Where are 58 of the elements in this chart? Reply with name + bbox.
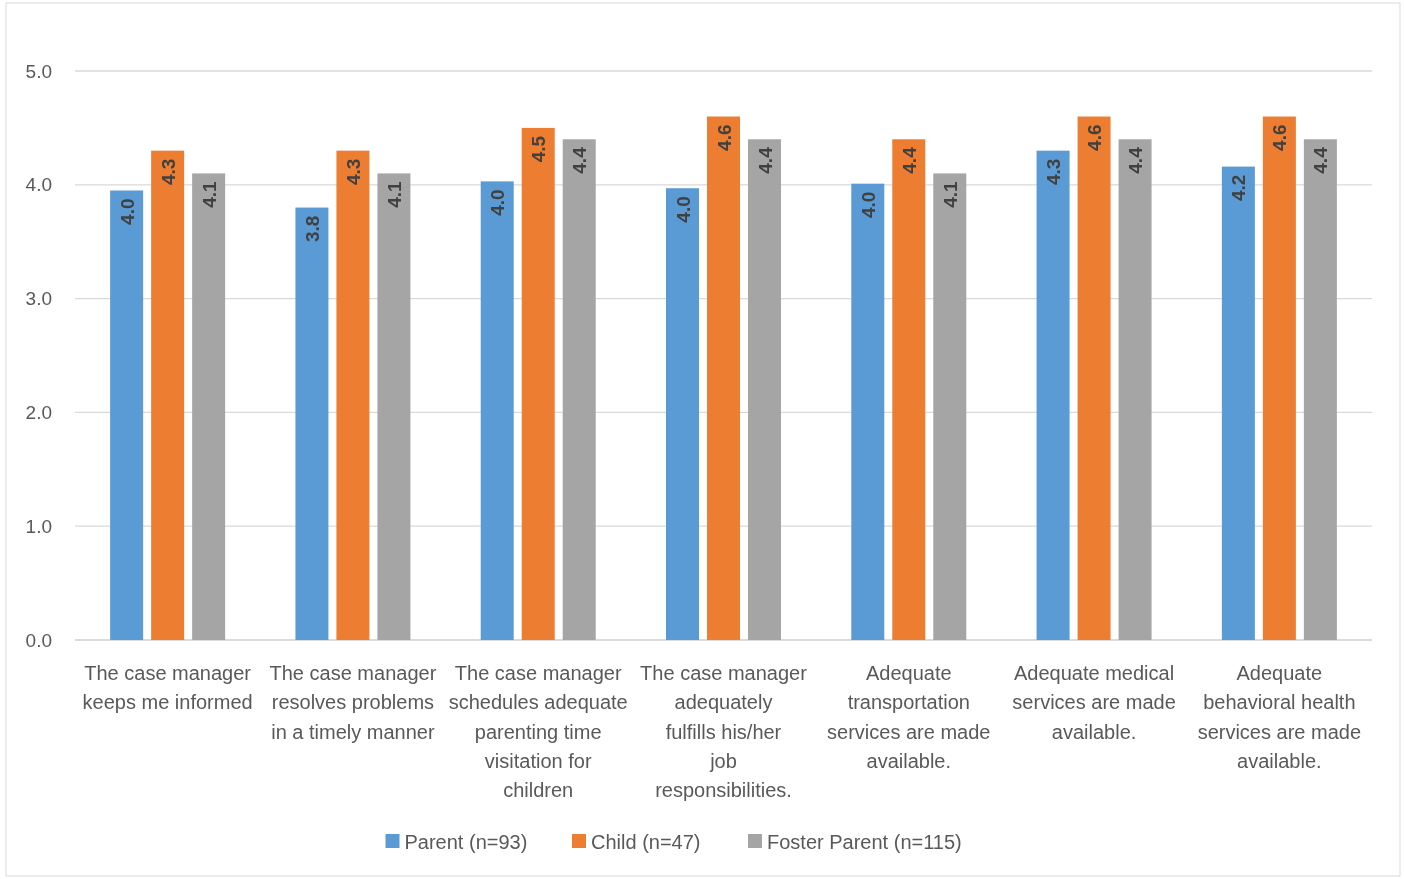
data-label: 4.3 xyxy=(1043,158,1065,186)
bar xyxy=(480,181,514,640)
data-label: 4.0 xyxy=(857,191,879,219)
bar xyxy=(192,173,226,640)
bar xyxy=(1262,116,1296,640)
bar xyxy=(562,139,596,640)
bar xyxy=(1118,139,1152,640)
bar xyxy=(851,183,885,640)
legend-label: Parent (n=93) xyxy=(404,831,528,853)
legend-label: Foster Parent (n=115) xyxy=(767,831,962,853)
bar xyxy=(1221,166,1255,640)
x-tick-label: The case manager adequately fulfills his/her job responsibilities. xyxy=(640,662,808,802)
data-label: 4.0 xyxy=(487,189,509,216)
data-label: 4.4 xyxy=(754,146,776,174)
y-tick-label: 4.0 xyxy=(25,174,52,196)
y-tick-label: 0.0 xyxy=(25,629,52,651)
x-tick-label: Adequate behavioral health services are made available. xyxy=(1197,662,1362,772)
y-tick-label: 3.0 xyxy=(25,288,52,310)
data-label: 4.2 xyxy=(1228,174,1250,202)
legend-label: Child (n=47) xyxy=(591,831,701,853)
bar xyxy=(151,150,185,640)
bar xyxy=(336,150,370,640)
data-label: 4.1 xyxy=(939,181,961,208)
y-tick-label: 2.0 xyxy=(25,402,52,424)
bar xyxy=(892,139,926,640)
x-tick-label: The case manager resolves problems in a timely manner xyxy=(269,662,437,743)
data-label: 4.6 xyxy=(1269,124,1291,151)
y-tick-label: 1.0 xyxy=(25,515,52,537)
data-label: 4.3 xyxy=(342,158,364,186)
data-label: 4.6 xyxy=(713,124,735,151)
x-tick-label: The case manager schedules adequate parenting time visitation for children xyxy=(448,662,628,802)
bar xyxy=(1077,116,1111,640)
data-label: 4.0 xyxy=(672,196,694,223)
bar xyxy=(666,188,699,640)
data-label: 4.1 xyxy=(198,181,220,208)
data-label: 4.4 xyxy=(1125,146,1147,174)
x-tick-label: Adequate medical services are made available. xyxy=(1012,662,1176,743)
bar xyxy=(748,139,781,640)
data-label: 4.0 xyxy=(116,198,138,225)
data-label: 4.4 xyxy=(569,146,591,174)
bar xyxy=(521,127,555,640)
bar xyxy=(1303,139,1337,640)
data-label: 4.4 xyxy=(898,146,920,174)
bar xyxy=(110,190,144,640)
bar xyxy=(933,173,967,640)
x-tick-label: Adequate transportation services are made available. xyxy=(827,662,991,772)
bar xyxy=(1036,150,1070,640)
data-label: 4.1 xyxy=(383,181,405,208)
data-label: 4.3 xyxy=(157,158,179,186)
x-tick-label: The case manager keeps me informed xyxy=(82,662,253,714)
bar xyxy=(707,116,740,640)
bar xyxy=(295,207,329,640)
y-tick-label: 5.0 xyxy=(25,60,52,82)
data-label: 3.8 xyxy=(301,215,323,242)
bar xyxy=(377,173,411,640)
data-label: 4.4 xyxy=(1310,146,1332,174)
data-label: 4.6 xyxy=(1084,124,1106,151)
data-label: 4.5 xyxy=(528,135,550,163)
